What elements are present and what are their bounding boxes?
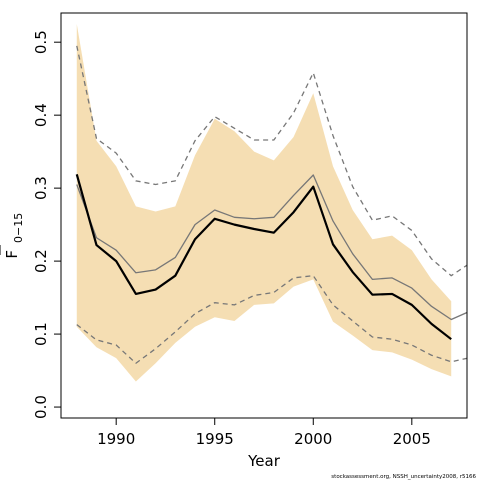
x-tick-label: 2000 (294, 430, 332, 448)
series-black-thick (75, 173, 452, 341)
y-tick-label: 0.4 (32, 103, 50, 127)
y-axis-label-main: F (3, 250, 21, 259)
y-tick-label: 0.2 (32, 249, 50, 273)
x-tick-label: 1990 (97, 430, 135, 448)
y-tick-label: 0.5 (32, 30, 50, 54)
footnote: stockassessment.org, NSSH_uncertainty200… (331, 474, 476, 480)
series-layer (75, 45, 467, 364)
band-layer (76, 23, 452, 382)
y-tick-label: 0.3 (32, 176, 50, 200)
x-axis: 1990 1995 2000 2005 (97, 417, 431, 448)
y-axis-label-subscript: 0−15 (12, 213, 25, 243)
x-axis-label: Year (247, 452, 281, 470)
series-grey-dashed-upper (76, 45, 467, 277)
y-tick-label: 0.0 (32, 395, 50, 419)
y-axis-label: F 0−15 (0, 213, 25, 259)
x-tick-label: 1995 (196, 430, 234, 448)
x-tick-label: 2005 (393, 430, 431, 448)
series-grey-solid (76, 174, 467, 321)
y-tick-label: 0.1 (32, 322, 50, 346)
y-axis: 0.0 0.1 0.2 0.3 0.4 0.5 (32, 30, 62, 419)
confidence-band (76, 23, 452, 382)
series-grey-dashed-lower (76, 275, 467, 364)
